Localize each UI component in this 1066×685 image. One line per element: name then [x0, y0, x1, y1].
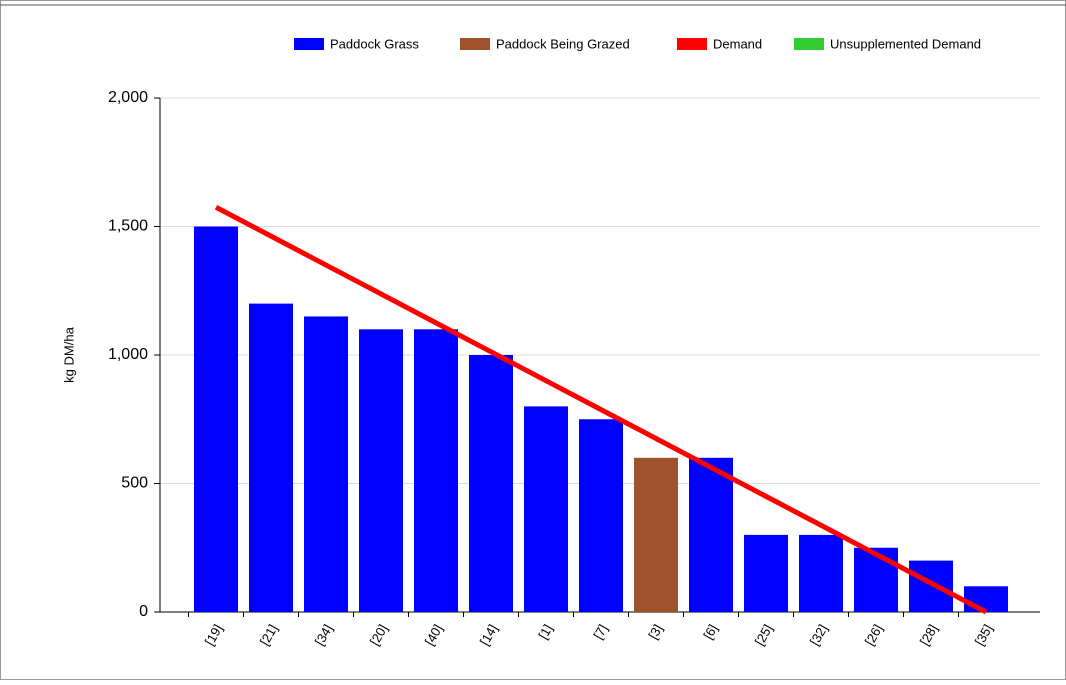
bar — [249, 303, 293, 612]
y-tick-label: 500 — [121, 475, 148, 492]
legend-swatch — [794, 38, 824, 50]
legend-swatch — [294, 38, 324, 50]
bar — [359, 329, 403, 612]
legend-label: Paddock Grass — [330, 36, 419, 51]
bar — [194, 226, 238, 612]
y-tick-label: 0 — [139, 603, 148, 620]
bar — [744, 534, 788, 612]
bar — [799, 534, 843, 612]
x-tick-label: [6] — [700, 622, 720, 642]
legend-swatch — [460, 38, 490, 50]
x-tick-label: [1] — [535, 622, 555, 642]
legend-label: Unsupplemented Demand — [830, 36, 981, 51]
bar — [909, 560, 953, 612]
y-tick-label: 1,000 — [108, 346, 148, 363]
y-tick-label: 2,000 — [108, 89, 148, 106]
bar — [414, 329, 458, 612]
bar — [689, 457, 733, 612]
bar — [304, 316, 348, 612]
legend-swatch — [677, 38, 707, 50]
x-tick-label: [3] — [645, 622, 665, 642]
bar — [469, 355, 513, 612]
bar — [524, 406, 568, 612]
legend-label: Demand — [713, 36, 762, 51]
bar — [634, 457, 678, 612]
y-tick-label: 1,500 — [108, 218, 148, 235]
y-axis-label: kg DM/ha — [61, 326, 76, 382]
demand-line — [214, 205, 988, 615]
bar — [854, 547, 898, 612]
bar — [964, 586, 1008, 612]
bar — [579, 419, 623, 612]
x-tick-label: [7] — [590, 622, 610, 642]
legend-label: Paddock Being Grazed — [496, 36, 630, 51]
